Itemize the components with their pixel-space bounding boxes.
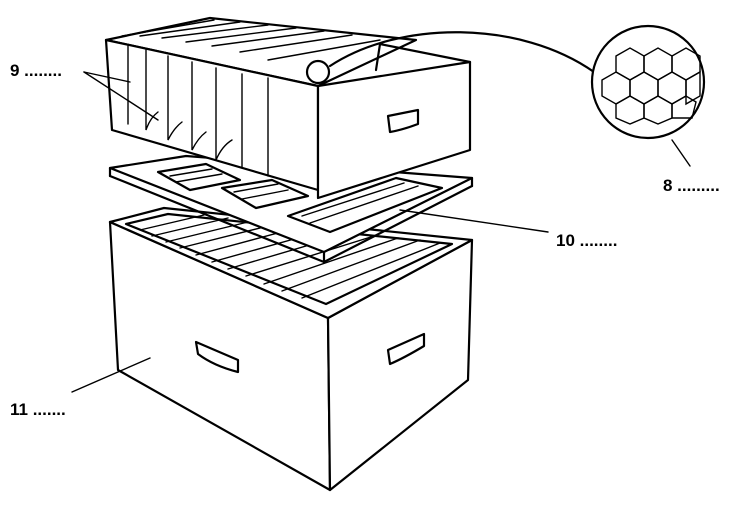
leader-11 (71, 357, 151, 393)
excluder-panel-lines (169, 168, 419, 224)
leader-10 (399, 209, 549, 233)
hive-body-side-handle (386, 332, 426, 366)
excluder-panel-2 (220, 178, 310, 210)
hive-body (108, 206, 474, 492)
leader-9-b (83, 71, 159, 121)
leader-9-a (83, 71, 131, 83)
queen-excluder (108, 154, 474, 264)
super-handle (386, 108, 420, 134)
excluder-panel-1 (156, 162, 242, 192)
honey-super (104, 16, 472, 200)
honeycomb-cells (601, 47, 701, 125)
comb-magnifier (328, 24, 706, 167)
hive-body-opening (124, 212, 454, 306)
super-side-wall (316, 60, 472, 200)
excluder-panel-3 (286, 176, 444, 234)
magnifier-connector (328, 31, 596, 74)
label-8: 8 ......... (663, 176, 720, 195)
magnifier-source (305, 59, 331, 85)
label-10: 10 ........ (556, 231, 618, 250)
magnifier-circle (590, 24, 706, 140)
label-11: 11 ....... (10, 400, 66, 419)
label-9: 9 ........ (10, 61, 62, 80)
super-frames (121, 19, 381, 177)
leader-8 (671, 139, 691, 167)
hive-body-front-handle (194, 340, 240, 374)
